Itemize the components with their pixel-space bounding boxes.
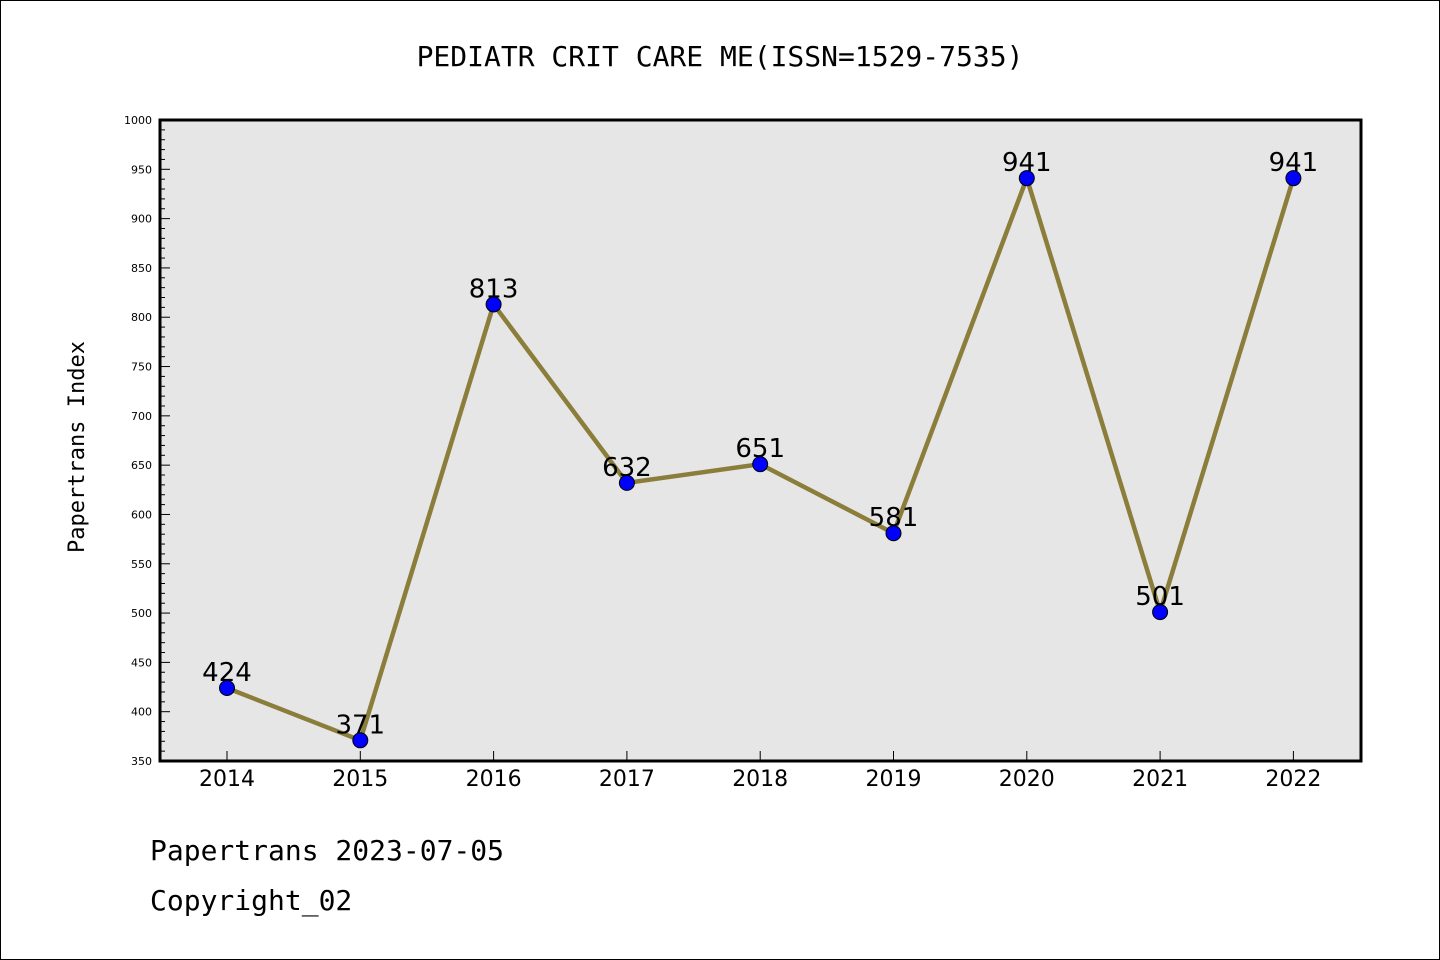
series-layer: [219, 170, 1302, 749]
y-tick-label: 650: [131, 459, 152, 472]
data-point: [219, 680, 235, 697]
data-label: 632: [602, 453, 652, 483]
y-tick-label: 600: [131, 508, 152, 521]
chart-title: PEDIATR CRIT CARE ME(ISSN=1529-7535): [417, 40, 1024, 73]
x-tick-label: 2019: [866, 767, 922, 792]
x-axis: 2014 2015 2016 2017 2018 2019 2020 2021 2022: [199, 751, 1321, 792]
data-label: 813: [469, 274, 519, 304]
y-tick-label: 500: [131, 607, 152, 620]
y-tick-label: 700: [131, 410, 152, 423]
data-point: [1018, 170, 1035, 187]
y-tick-label: 400: [131, 706, 152, 719]
data-point: [485, 296, 502, 313]
footer-date-text: Papertrans 2023-07-05: [150, 834, 505, 867]
data-label: 371: [335, 710, 385, 740]
y-tick-label: 850: [131, 262, 152, 275]
y-tick-label: 900: [131, 213, 152, 226]
data-point: [1152, 604, 1169, 621]
plot-border: [158, 118, 1363, 763]
data-point: [1285, 170, 1302, 187]
x-tick-label: 2016: [466, 767, 522, 792]
y-tick-label: 550: [131, 558, 152, 571]
data-label: 941: [1269, 148, 1319, 178]
data-point: [752, 456, 769, 473]
y-tick-label: 750: [131, 361, 152, 374]
x-tick-label: 2014: [199, 767, 255, 792]
y-tick-label: 950: [131, 163, 152, 176]
data-point: [352, 732, 369, 749]
data-point: [885, 525, 902, 542]
data-label: 424: [202, 658, 252, 688]
data-label: 501: [1135, 582, 1185, 612]
footer-copyright-text: Copyright_02: [150, 884, 353, 917]
y-axis-label: Papertrans Index: [65, 341, 90, 553]
data-label-layer: 424 371 813 632 651 581 941 501 941: [202, 148, 1318, 740]
data-point: [618, 474, 635, 491]
y-tick-label: 1000: [124, 114, 152, 127]
x-tick-label: 2022: [1265, 767, 1321, 792]
data-label: 941: [1002, 148, 1052, 178]
y-axis: 350 400 450 500 550 600 650 700 750 800 850 900 950 1…: [124, 114, 170, 768]
x-tick-label: 2017: [599, 767, 655, 792]
x-tick-label: 2021: [1132, 767, 1188, 792]
data-label: 651: [735, 434, 785, 464]
x-tick-label: 2015: [332, 767, 388, 792]
x-tick-label: 2020: [999, 767, 1055, 792]
plot-area: [160, 120, 1361, 761]
y-tick-label: 800: [131, 311, 152, 324]
y-tick-label: 350: [131, 755, 152, 768]
x-tick-label: 2018: [732, 767, 788, 792]
y-tick-label: 450: [131, 656, 152, 669]
data-label: 581: [869, 503, 919, 533]
